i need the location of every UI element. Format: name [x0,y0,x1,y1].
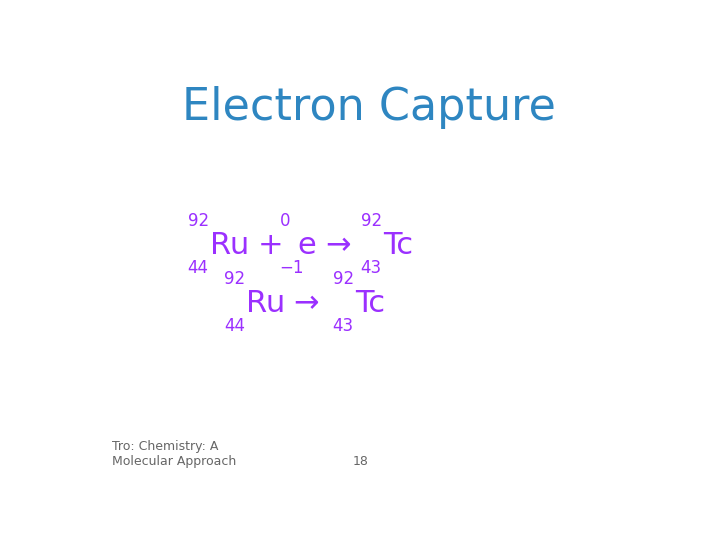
Text: 43: 43 [361,259,382,277]
Text: →: → [325,231,351,260]
Text: 44: 44 [224,317,245,335]
Text: 18: 18 [352,455,368,468]
Text: Ru: Ru [210,231,249,260]
Text: Tc: Tc [383,231,413,260]
Text: Electron Capture: Electron Capture [182,85,556,129]
Text: →: → [294,289,319,319]
Text: −1: −1 [279,259,305,277]
Text: Ru: Ru [246,289,286,319]
Text: 92: 92 [188,212,209,230]
Text: 92: 92 [333,270,354,288]
Text: 0: 0 [279,212,290,230]
Text: 44: 44 [188,259,209,277]
Text: Tc: Tc [355,289,385,319]
Text: 92: 92 [361,212,382,230]
Text: Tro: Chemistry: A
Molecular Approach: Tro: Chemistry: A Molecular Approach [112,440,237,468]
Text: 43: 43 [333,317,354,335]
Text: e: e [297,231,316,260]
Text: +: + [258,231,283,260]
Text: 92: 92 [224,270,245,288]
